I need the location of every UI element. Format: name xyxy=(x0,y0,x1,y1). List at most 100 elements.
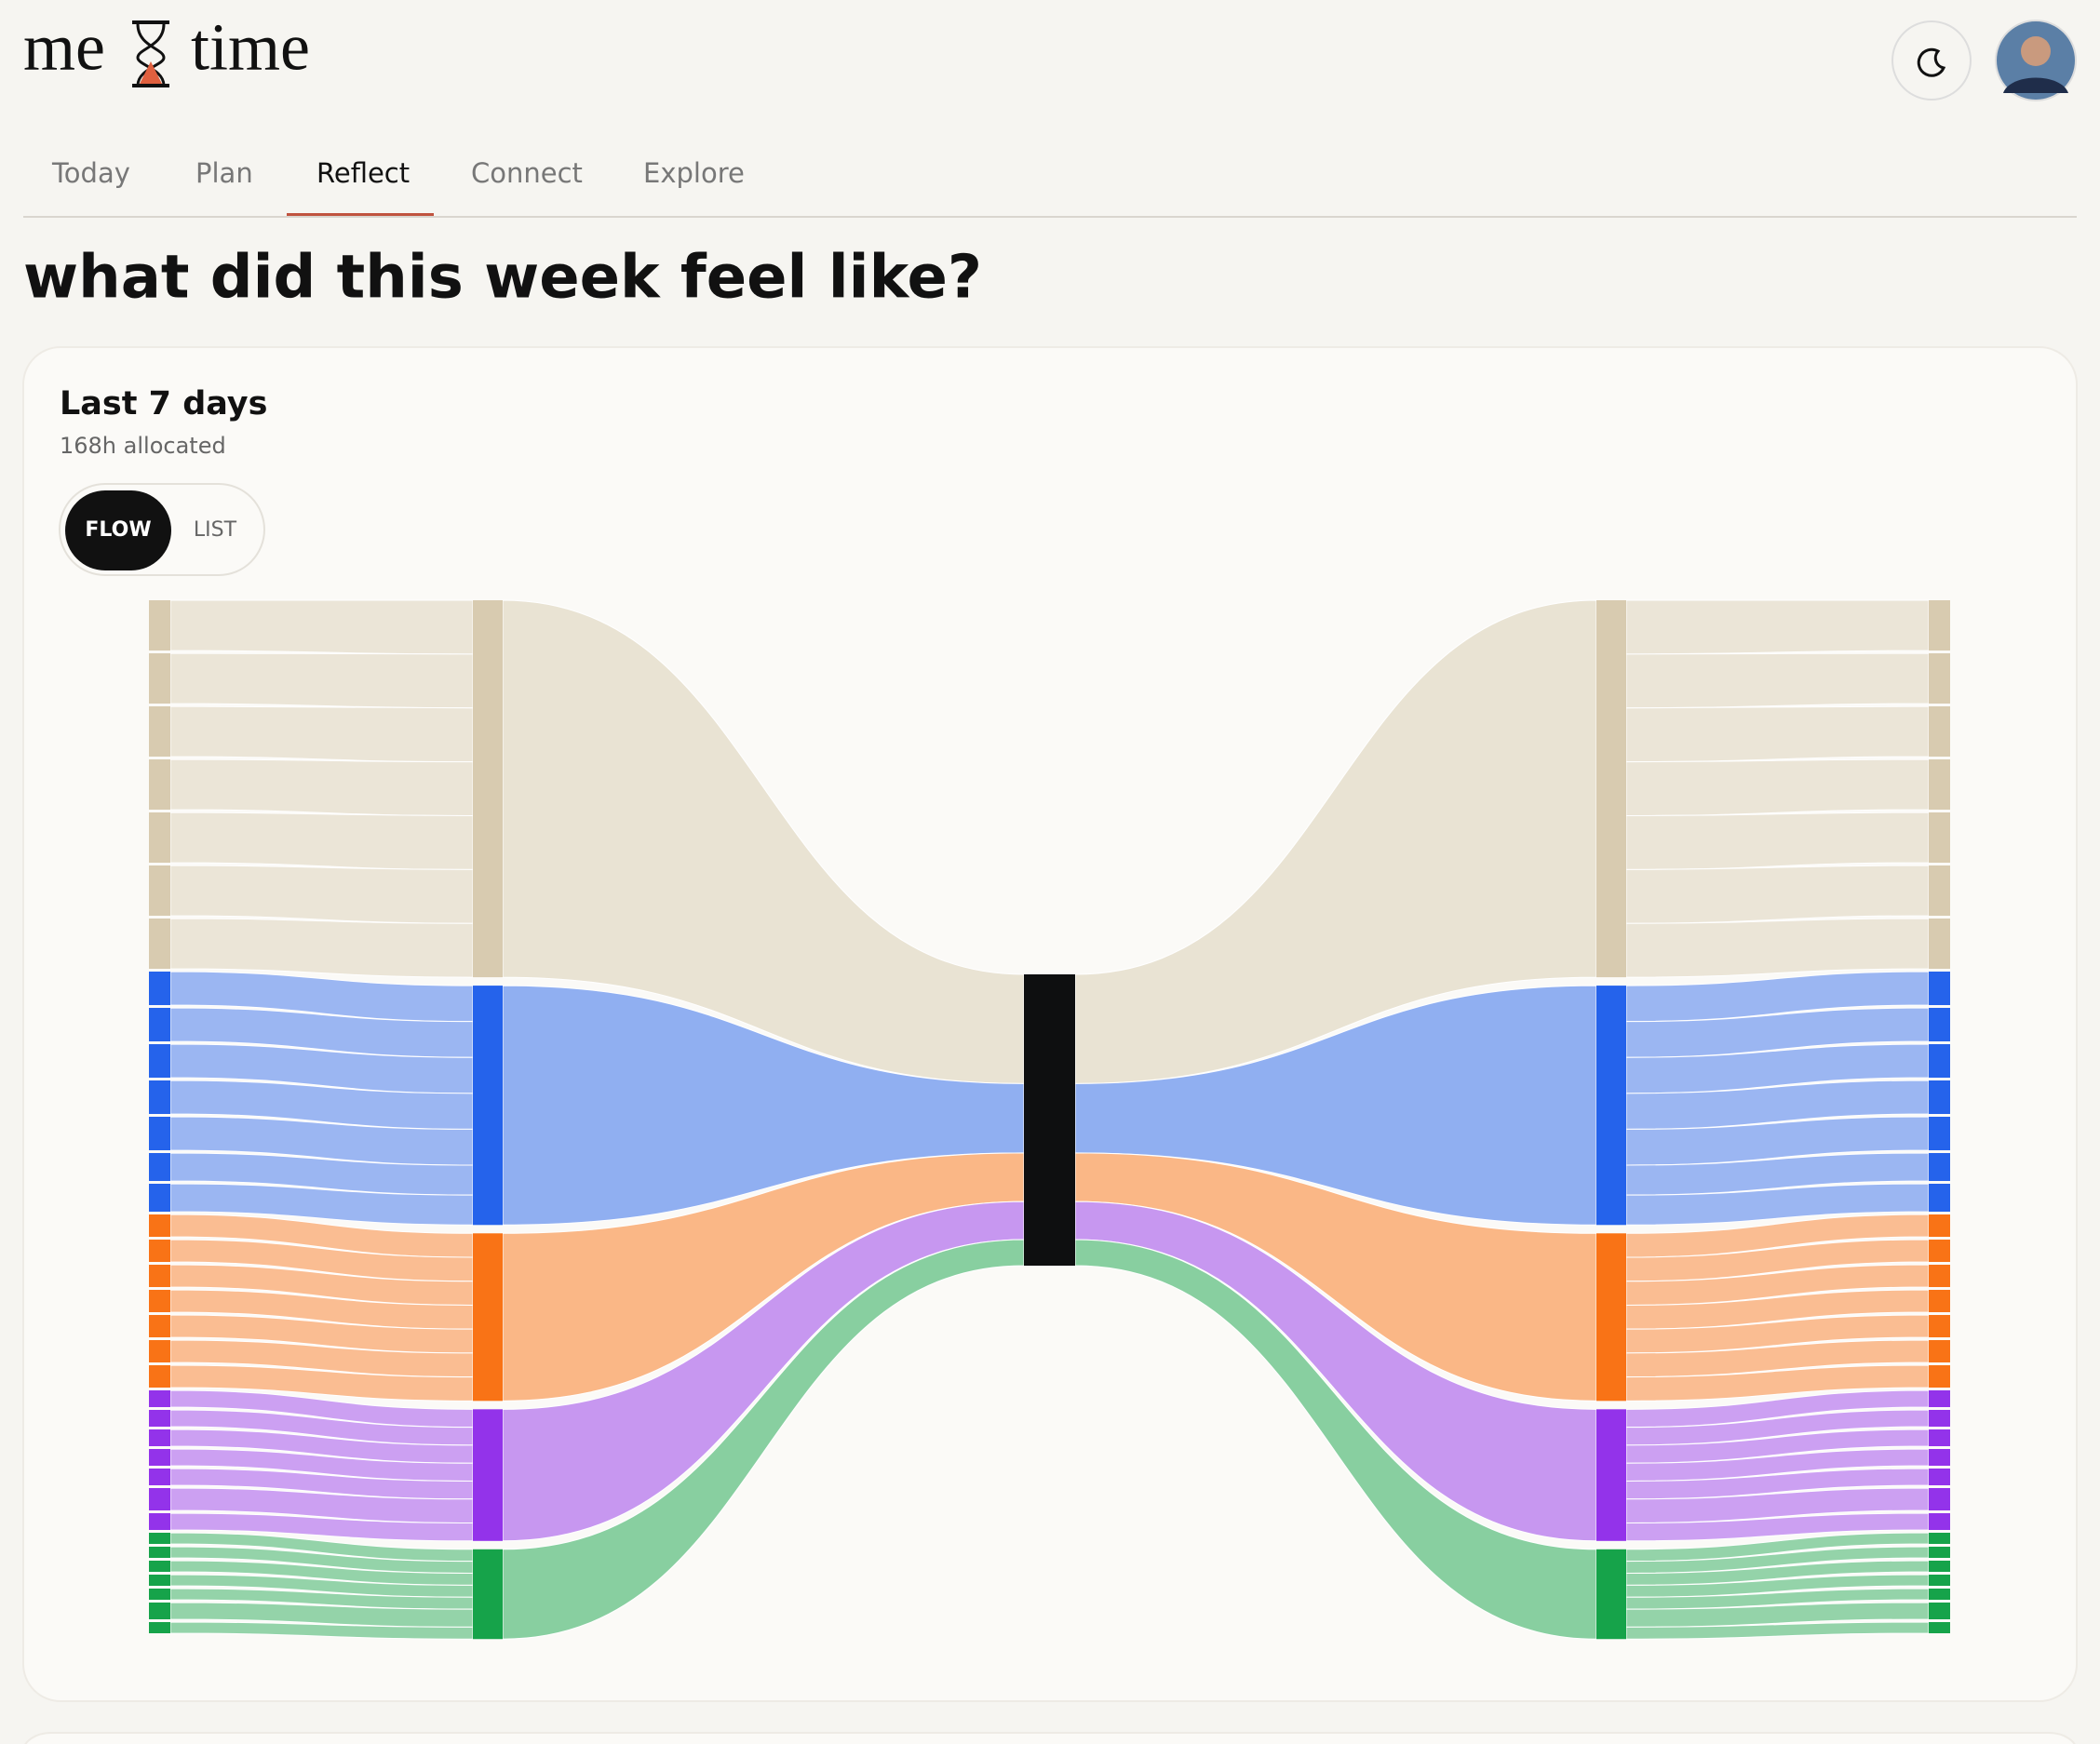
day-node xyxy=(1929,1290,1950,1312)
toggle-option[interactable]: LIST xyxy=(194,518,237,542)
card-subtitle: 168h allocated xyxy=(60,433,226,459)
category-node xyxy=(1596,1409,1626,1541)
day-node xyxy=(149,1589,170,1600)
nav-tab[interactable]: Explore xyxy=(643,157,745,189)
day-node xyxy=(1929,1429,1950,1446)
flow-link xyxy=(1625,599,1930,655)
day-node xyxy=(149,1469,170,1485)
logo-text: time xyxy=(191,10,310,85)
day-node xyxy=(149,1429,170,1446)
avatar-face xyxy=(2021,36,2051,66)
day-node xyxy=(1929,759,1950,810)
toggle-option[interactable]: FLOW xyxy=(85,518,151,542)
category-node xyxy=(473,1549,503,1640)
day-node xyxy=(1929,1533,1950,1544)
flow-link xyxy=(169,758,474,816)
flow-link xyxy=(169,865,474,924)
nav-tab[interactable]: Connect xyxy=(471,157,583,189)
sankey-chart xyxy=(149,599,1950,1640)
day-node xyxy=(1929,1513,1950,1530)
day-node xyxy=(1929,1469,1950,1485)
card-title: Last 7 days xyxy=(60,385,267,423)
day-node xyxy=(1929,812,1950,863)
day-node xyxy=(149,653,170,704)
day-node xyxy=(149,972,170,1005)
day-node xyxy=(1929,972,1950,1005)
day-node xyxy=(149,1410,170,1427)
day-node xyxy=(149,1365,170,1388)
category-node xyxy=(473,600,503,978)
flow-link xyxy=(169,918,474,978)
nav-tab[interactable]: Today xyxy=(51,157,130,189)
flow-link xyxy=(502,1239,1025,1640)
category-node xyxy=(473,986,503,1226)
category-node xyxy=(473,1233,503,1402)
day-node xyxy=(1929,1184,1950,1212)
nav-tab[interactable]: Reflect xyxy=(316,157,410,189)
total-node xyxy=(1024,974,1075,1266)
day-node xyxy=(149,706,170,757)
day-node xyxy=(149,1315,170,1337)
flow-link xyxy=(169,705,474,763)
flow-link xyxy=(169,652,474,709)
nav: Today Plan Reflect Connect Explore xyxy=(51,157,745,217)
avatar-body xyxy=(2003,77,2068,93)
day-node xyxy=(1929,1547,1950,1558)
day-node xyxy=(1929,1117,1950,1150)
flow-link xyxy=(1625,918,1930,978)
nodes xyxy=(149,600,1950,1640)
flow-link xyxy=(1074,1239,1597,1640)
day-node xyxy=(1929,1153,1950,1181)
flow-link xyxy=(502,599,1025,1084)
day-node xyxy=(149,1561,170,1572)
day-node xyxy=(149,1044,170,1078)
day-node xyxy=(149,1214,170,1237)
next-card xyxy=(24,1732,2076,1744)
day-node xyxy=(1929,1488,1950,1510)
day-node xyxy=(149,1290,170,1312)
day-node xyxy=(149,1240,170,1262)
day-node xyxy=(1929,1008,1950,1041)
day-node xyxy=(149,1184,170,1212)
day-node xyxy=(1929,1044,1950,1078)
hourglass-icon xyxy=(132,20,169,87)
category-node xyxy=(1596,600,1626,978)
day-node xyxy=(149,1575,170,1586)
flow-link xyxy=(1625,652,1930,709)
flow-link xyxy=(1625,865,1930,924)
day-node xyxy=(1929,1365,1950,1388)
day-node xyxy=(1929,1622,1950,1633)
day-node xyxy=(149,759,170,810)
day-node xyxy=(149,1622,170,1633)
toggle-active xyxy=(65,490,171,570)
day-node xyxy=(1929,1603,1950,1619)
nav-active-underline xyxy=(287,213,434,217)
day-node xyxy=(149,1603,170,1619)
day-node xyxy=(149,1153,170,1181)
flow-link xyxy=(169,812,474,870)
day-node xyxy=(149,1080,170,1114)
page-title: what did this week feel like? xyxy=(23,244,982,313)
day-node xyxy=(1929,1340,1950,1362)
category-node xyxy=(473,1409,503,1541)
day-node xyxy=(1929,1214,1950,1237)
day-node xyxy=(149,865,170,916)
flow-link xyxy=(1625,758,1930,816)
nav-tab[interactable]: Plan xyxy=(195,157,253,189)
day-node xyxy=(1929,919,1950,969)
flow-link xyxy=(169,1512,474,1542)
moon-icon xyxy=(1917,47,1946,77)
day-node xyxy=(1929,1561,1950,1572)
day-node xyxy=(149,1008,170,1041)
flow-link xyxy=(169,599,474,655)
flow-link xyxy=(1074,599,1597,1084)
theme-toggle[interactable] xyxy=(1891,20,1972,101)
day-node xyxy=(149,1513,170,1530)
day-node xyxy=(149,1117,170,1150)
day-node xyxy=(1929,1265,1950,1287)
day-node xyxy=(1929,1410,1950,1427)
category-node xyxy=(1596,1549,1626,1640)
category-node xyxy=(1596,1233,1626,1402)
logo-text: me xyxy=(23,10,105,85)
flow-link xyxy=(1625,812,1930,870)
